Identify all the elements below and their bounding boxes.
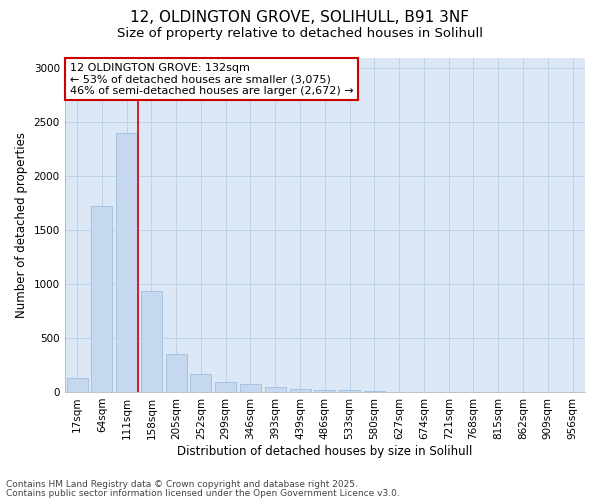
X-axis label: Distribution of detached houses by size in Solihull: Distribution of detached houses by size … — [177, 444, 473, 458]
Bar — [67, 378, 88, 392]
Bar — [91, 206, 112, 392]
Bar — [265, 386, 286, 392]
Bar — [215, 382, 236, 392]
Text: Contains HM Land Registry data © Crown copyright and database right 2025.: Contains HM Land Registry data © Crown c… — [6, 480, 358, 489]
Text: Size of property relative to detached houses in Solihull: Size of property relative to detached ho… — [117, 28, 483, 40]
Bar — [190, 374, 211, 392]
Bar — [141, 291, 162, 392]
Bar — [116, 133, 137, 392]
Bar — [339, 390, 360, 392]
Y-axis label: Number of detached properties: Number of detached properties — [15, 132, 28, 318]
Bar — [240, 384, 261, 392]
Bar — [290, 388, 311, 392]
Bar — [314, 390, 335, 392]
Text: 12, OLDINGTON GROVE, SOLIHULL, B91 3NF: 12, OLDINGTON GROVE, SOLIHULL, B91 3NF — [131, 10, 470, 25]
Bar — [166, 354, 187, 392]
Text: 12 OLDINGTON GROVE: 132sqm
← 53% of detached houses are smaller (3,075)
46% of s: 12 OLDINGTON GROVE: 132sqm ← 53% of deta… — [70, 62, 353, 96]
Text: Contains public sector information licensed under the Open Government Licence v3: Contains public sector information licen… — [6, 489, 400, 498]
